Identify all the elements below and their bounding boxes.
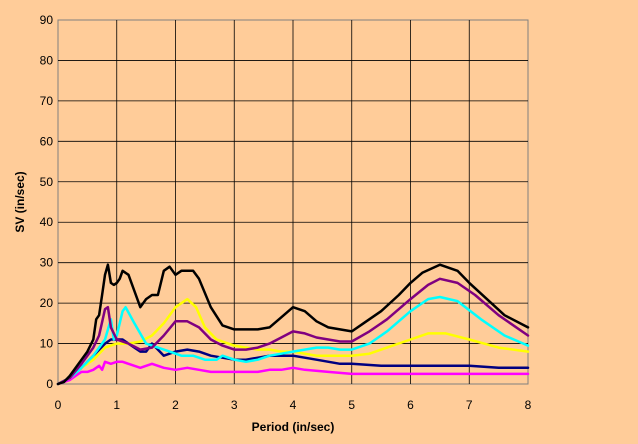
x-tick-label: 5 — [348, 398, 355, 412]
y-tick-labels: 0 10 20 30 40 50 60 70 80 90 — [40, 13, 54, 391]
x-tick-label: 0 — [55, 398, 62, 412]
y-tick-label: 70 — [40, 94, 54, 108]
x-tick-label: 7 — [466, 398, 473, 412]
series-line-6 — [56, 360, 530, 386]
x-tick-label: 3 — [231, 398, 238, 412]
gridlines — [58, 20, 528, 384]
y-tick-label: 20 — [40, 296, 54, 310]
y-axis-label: SV (in/sec) — [13, 171, 27, 232]
y-tick-label: 60 — [40, 134, 54, 148]
y-tick-label: 40 — [40, 215, 54, 229]
series-line-1 — [56, 263, 530, 386]
series-group — [56, 263, 530, 386]
x-tick-label: 4 — [290, 398, 297, 412]
series-line-2 — [56, 277, 530, 386]
y-tick-label: 10 — [40, 337, 54, 351]
x-tick-label: 8 — [525, 398, 532, 412]
x-tick-label: 6 — [407, 398, 414, 412]
x-tick-label: 1 — [113, 398, 120, 412]
y-tick-label: 30 — [40, 256, 54, 270]
x-tick-label: 2 — [172, 398, 179, 412]
y-tick-label: 80 — [40, 53, 54, 67]
x-axis-label: Period (in/sec) — [252, 420, 335, 434]
y-tick-label: 50 — [40, 175, 54, 189]
x-tick-labels: 0 1 2 3 4 5 6 7 8 — [55, 398, 532, 412]
y-tick-label: 0 — [46, 377, 53, 391]
y-tick-label: 90 — [40, 13, 54, 27]
